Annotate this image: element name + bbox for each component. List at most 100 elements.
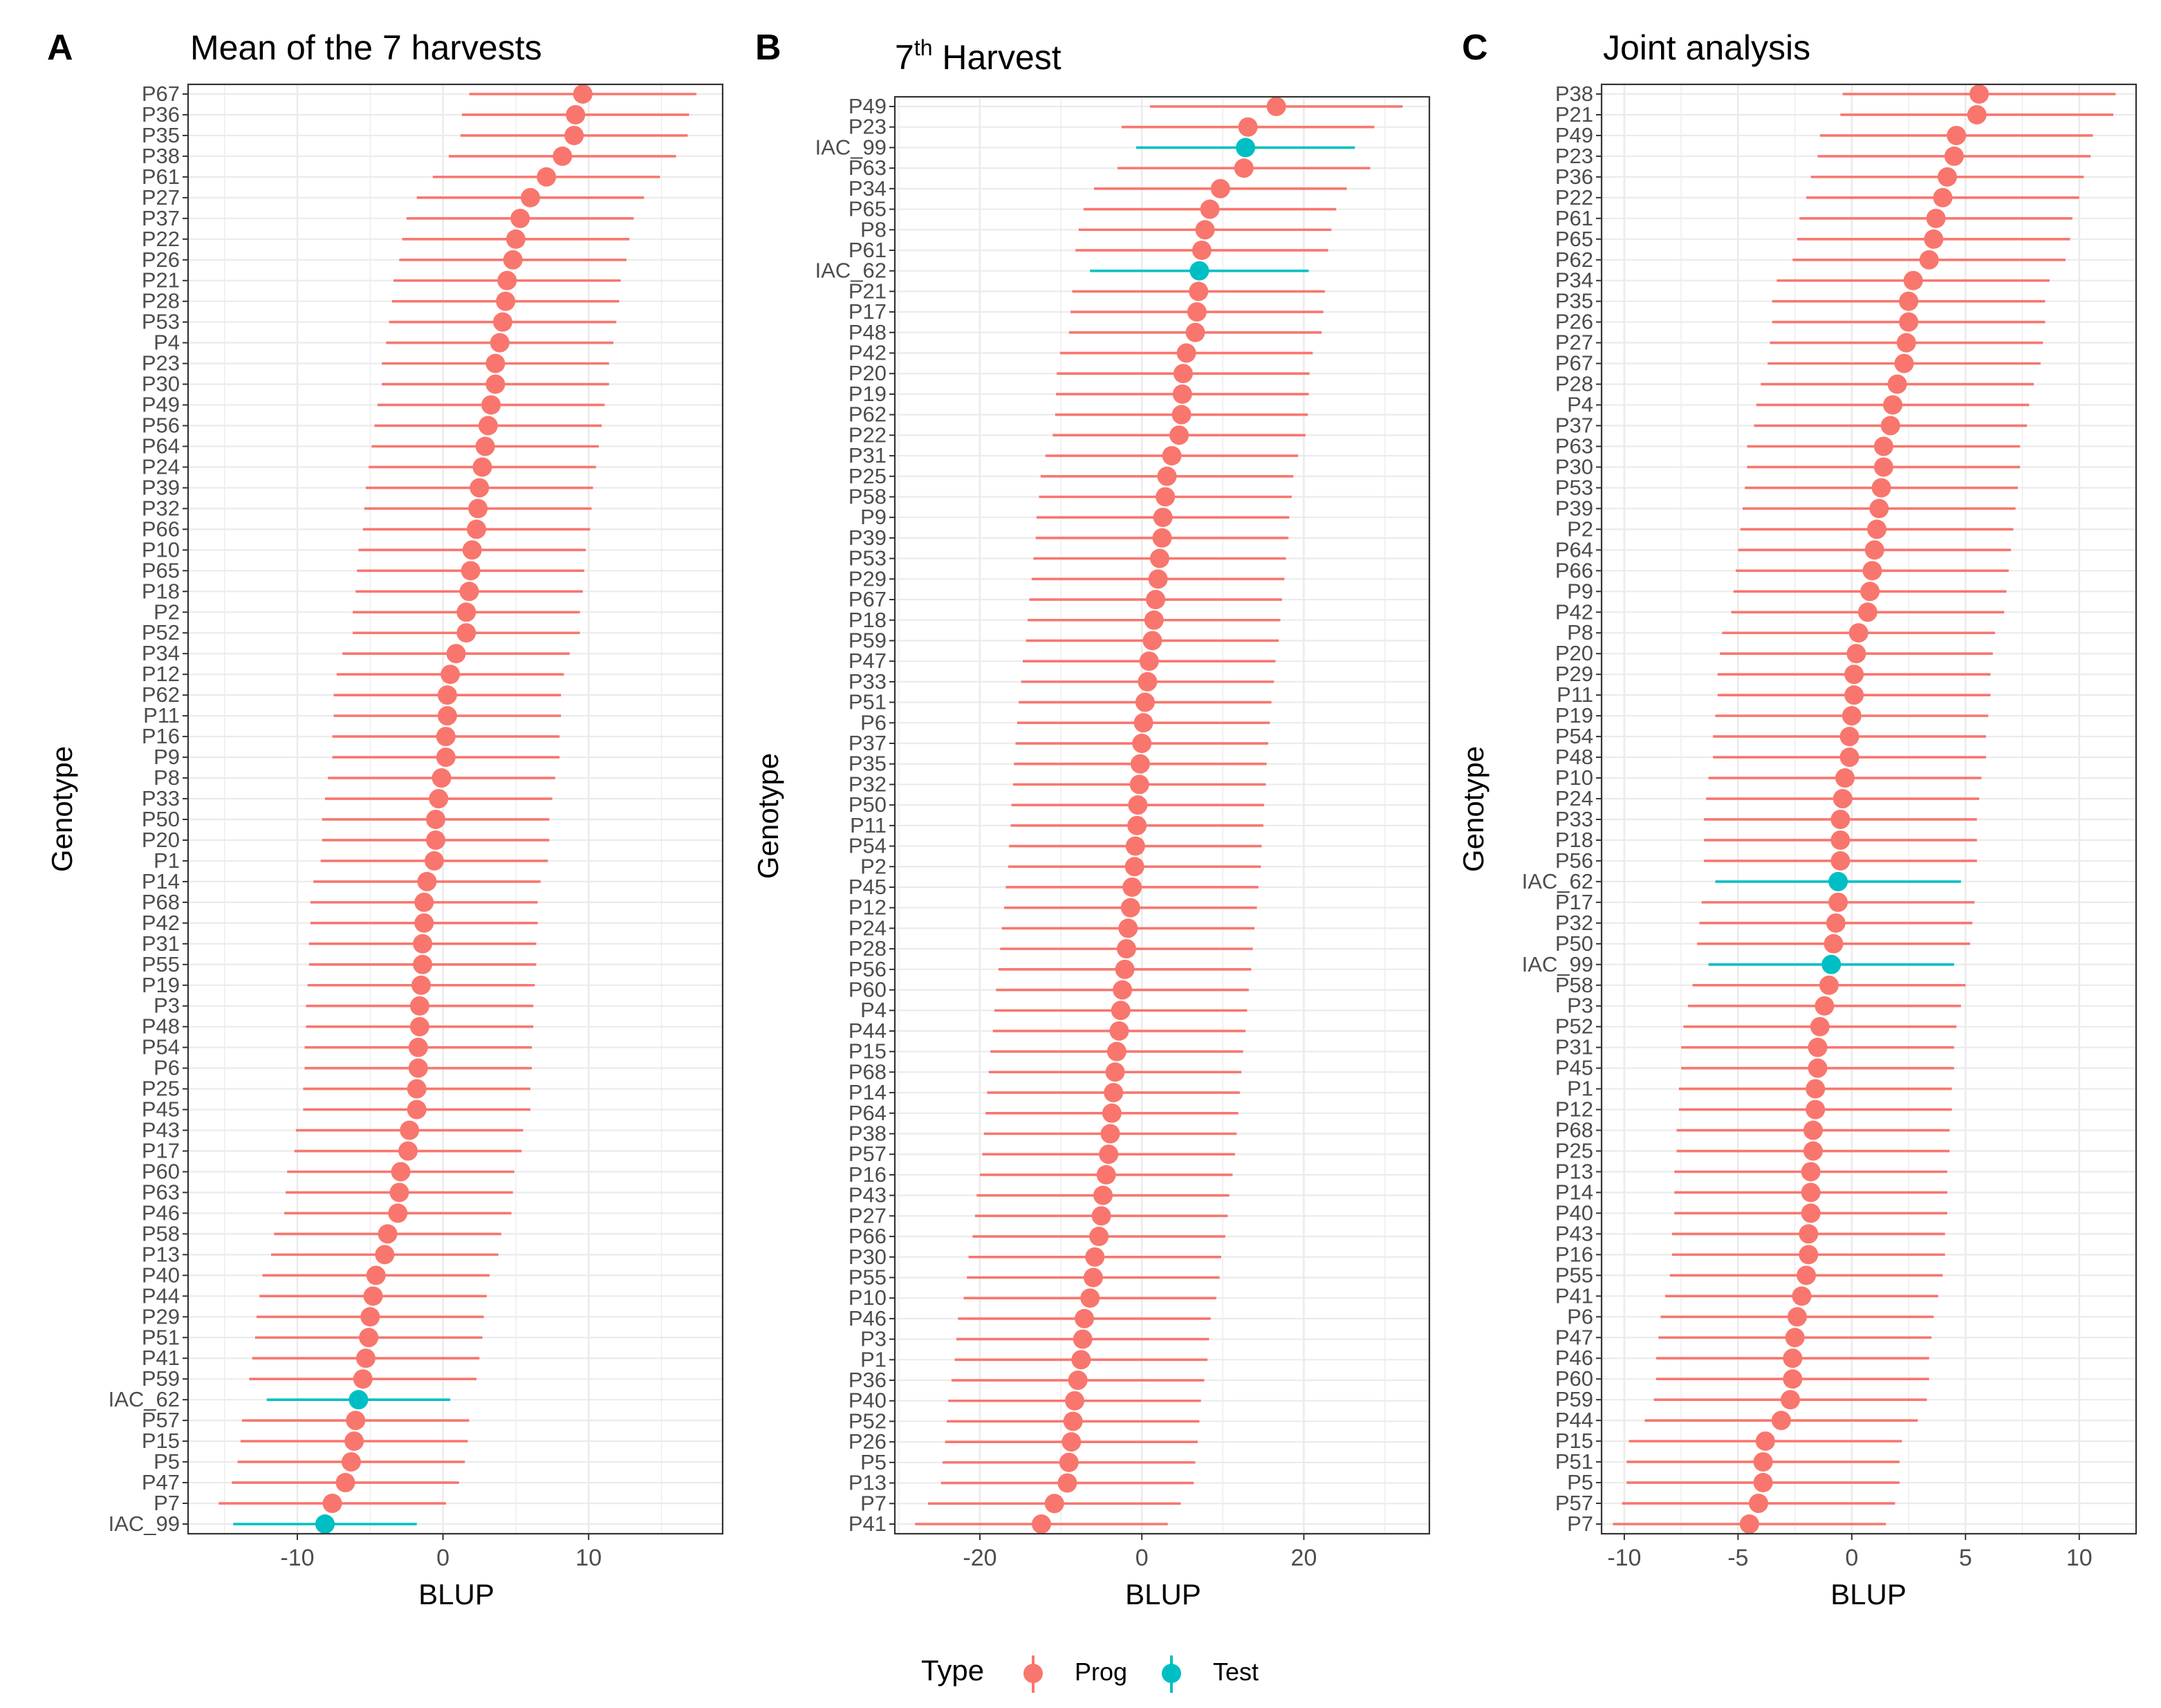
point-p19 <box>411 975 432 995</box>
point-p20 <box>426 830 446 850</box>
y-tick-label: P23 <box>848 115 887 139</box>
point-p6 <box>1133 713 1153 733</box>
point-p58 <box>1156 487 1176 507</box>
y-tick-label: P52 <box>142 620 180 644</box>
point-p4 <box>490 333 510 353</box>
y-tick-label: P18 <box>848 608 887 632</box>
point-p47 <box>1785 1328 1805 1348</box>
point-p11 <box>1844 685 1864 705</box>
point-p12 <box>1806 1099 1826 1120</box>
y-tick-label: P6 <box>1567 1304 1593 1328</box>
y-tick-label: P17 <box>1555 890 1593 914</box>
y-tick-label: P55 <box>142 952 180 976</box>
y-tick-label: P40 <box>142 1263 180 1287</box>
y-tick-label: P6 <box>860 710 887 734</box>
y-tick-label: P62 <box>848 402 887 427</box>
x-tick-label: 10 <box>575 1545 602 1571</box>
point-p38 <box>1100 1124 1120 1144</box>
point-p43 <box>1799 1224 1819 1244</box>
point-p30 <box>1085 1247 1105 1267</box>
y-tick-label: P55 <box>848 1265 887 1289</box>
y-tick-label: P57 <box>142 1408 180 1432</box>
y-tick-label: P2 <box>154 600 180 624</box>
point-p41 <box>355 1348 375 1368</box>
y-tick-label: P63 <box>1555 434 1593 458</box>
y-tick-label: P29 <box>1555 662 1593 686</box>
y-tick-label: P65 <box>848 197 887 221</box>
y-tick-label: P52 <box>1555 1014 1593 1039</box>
point-p46 <box>1075 1308 1095 1328</box>
point-p42 <box>1176 343 1196 363</box>
point-p63 <box>389 1182 409 1203</box>
y-tick-label: P68 <box>142 890 180 914</box>
x-tick-label: -10 <box>280 1545 314 1571</box>
point-p32 <box>1826 913 1846 933</box>
point-p31 <box>413 934 433 954</box>
y-tick-label: P8 <box>154 765 180 790</box>
panel-c: C Joint analysis P38P21P49P23P36P22P61P6… <box>1457 28 2137 1610</box>
y-tick-label: P60 <box>848 978 887 1002</box>
point-p48 <box>1185 322 1205 342</box>
panel-title-a: Mean of the 7 harvests <box>190 28 542 67</box>
y-tick-label: P1 <box>860 1347 887 1371</box>
y-tick-label: P68 <box>848 1059 887 1084</box>
y-tick-label: P13 <box>142 1242 180 1266</box>
panel-letter-a: A <box>47 28 73 68</box>
point-p27 <box>1091 1206 1111 1226</box>
y-tick-label: P9 <box>154 745 180 769</box>
y-tick-label: P21 <box>848 279 887 303</box>
point-p21 <box>1189 281 1209 301</box>
point-p25 <box>407 1079 427 1099</box>
x-tick-label: -5 <box>1727 1545 1748 1571</box>
point-p68 <box>414 892 434 912</box>
panel-title-b-rest: Harvest <box>933 38 1061 77</box>
point-p59 <box>353 1369 373 1389</box>
point-p44 <box>1109 1021 1129 1041</box>
panel-title-b: 7th Harvest <box>895 35 1061 77</box>
point-p24 <box>1118 918 1138 938</box>
y-tick-label: P47 <box>848 649 887 673</box>
y-tick-label: P37 <box>142 206 180 230</box>
point-p44 <box>1771 1411 1791 1431</box>
y-tick-label: P63 <box>142 1180 180 1204</box>
y-tick-label: P17 <box>142 1139 180 1163</box>
point-p10 <box>462 540 482 560</box>
y-tick-label: P41 <box>1555 1283 1593 1308</box>
y-tick-label: P4 <box>154 331 180 355</box>
point-p33 <box>1830 809 1851 829</box>
point-p15 <box>1106 1041 1126 1061</box>
y-tick-label: P1 <box>1567 1077 1593 1101</box>
y-tick-label: P46 <box>142 1200 180 1225</box>
y-tick-label: P61 <box>848 238 887 262</box>
point-p62 <box>1919 250 1939 270</box>
y-tick-label: P38 <box>848 1122 887 1146</box>
y-tick-label: P38 <box>1555 82 1593 106</box>
y-tick-label: P16 <box>1555 1242 1593 1266</box>
point-p51 <box>1753 1452 1773 1472</box>
y-tick-label: P40 <box>848 1389 887 1413</box>
y-tick-label: P33 <box>848 669 887 694</box>
y-tick-label: P26 <box>848 1429 887 1454</box>
y-tick-label: P13 <box>1555 1159 1593 1183</box>
y-tick-label: P6 <box>154 1056 180 1080</box>
point-p8 <box>1848 623 1868 643</box>
panel-letter-b: B <box>755 28 781 68</box>
y-tick-label: P27 <box>848 1203 887 1227</box>
y-tick-label: P64 <box>848 1101 887 1125</box>
point-p13 <box>1057 1473 1077 1493</box>
point-p60 <box>1783 1369 1803 1389</box>
point-p36 <box>566 104 586 124</box>
y-tick-label: P39 <box>848 526 887 550</box>
point-p8 <box>432 768 452 788</box>
point-p21 <box>1967 104 1987 124</box>
point-p68 <box>1803 1120 1823 1140</box>
point-p65 <box>1924 229 1944 249</box>
point-p24 <box>472 457 492 477</box>
point-p11 <box>437 706 457 726</box>
point-p15 <box>1755 1431 1775 1451</box>
y-tick-label: P41 <box>142 1346 180 1370</box>
point-p25 <box>1803 1141 1823 1161</box>
point-p14 <box>1104 1083 1124 1103</box>
y-tick-label: P18 <box>142 579 180 603</box>
plot-area-a: P67P36P35P38P61P27P37P22P26P21P28P53P4P2… <box>109 82 724 1571</box>
